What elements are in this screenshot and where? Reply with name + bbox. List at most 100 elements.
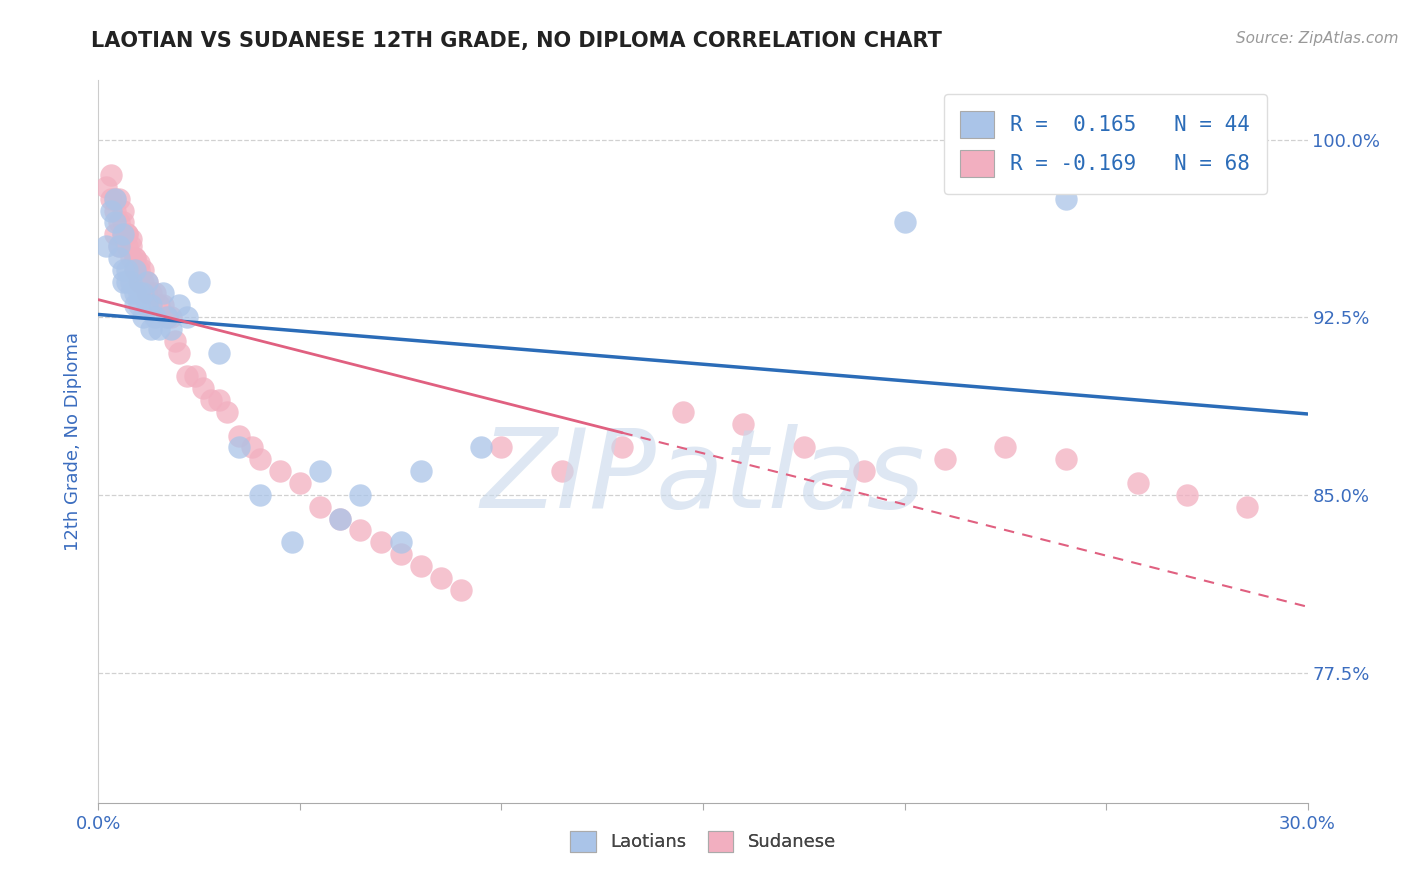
- Point: [208, 345, 231, 359]
- Point: [309, 464, 332, 478]
- Point: [409, 464, 432, 478]
- Point: [135, 275, 157, 289]
- Point: [893, 215, 915, 229]
- Point: [160, 322, 183, 336]
- Point: [111, 275, 134, 289]
- Point: [672, 405, 695, 419]
- Point: [329, 511, 352, 525]
- Point: [124, 251, 146, 265]
- Point: [349, 524, 371, 538]
- Point: [370, 535, 392, 549]
- Point: [1175, 488, 1198, 502]
- Point: [120, 286, 142, 301]
- Point: [124, 262, 146, 277]
- Point: [148, 322, 170, 336]
- Point: [152, 298, 174, 312]
- Point: [132, 262, 155, 277]
- Point: [115, 227, 138, 242]
- Point: [470, 441, 492, 455]
- Point: [249, 452, 271, 467]
- Point: [111, 262, 134, 277]
- Point: [111, 227, 134, 242]
- Point: [1236, 500, 1258, 514]
- Point: [156, 310, 179, 325]
- Point: [124, 251, 146, 265]
- Text: Source: ZipAtlas.com: Source: ZipAtlas.com: [1236, 31, 1399, 46]
- Point: [329, 511, 352, 525]
- Point: [160, 310, 183, 325]
- Point: [143, 310, 166, 325]
- Point: [269, 464, 291, 478]
- Point: [176, 310, 198, 325]
- Point: [184, 369, 207, 384]
- Point: [409, 558, 432, 573]
- Point: [228, 428, 250, 442]
- Point: [103, 192, 125, 206]
- Point: [132, 275, 155, 289]
- Point: [135, 275, 157, 289]
- Point: [103, 192, 125, 206]
- Point: [240, 441, 263, 455]
- Point: [96, 180, 118, 194]
- Point: [120, 232, 142, 246]
- Point: [733, 417, 755, 431]
- Point: [115, 275, 138, 289]
- Point: [156, 310, 179, 325]
- Point: [107, 215, 129, 229]
- Point: [103, 215, 125, 229]
- Point: [188, 275, 211, 289]
- Point: [115, 239, 138, 253]
- Point: [111, 203, 134, 218]
- Point: [115, 227, 138, 242]
- Point: [934, 452, 956, 467]
- Point: [128, 262, 150, 277]
- Point: [200, 393, 222, 408]
- Point: [430, 571, 453, 585]
- Point: [128, 298, 150, 312]
- Point: [193, 381, 215, 395]
- Point: [100, 168, 122, 182]
- Point: [128, 255, 150, 269]
- Point: [139, 322, 162, 336]
- Point: [107, 239, 129, 253]
- Point: [100, 203, 122, 218]
- Point: [96, 239, 118, 253]
- Point: [612, 441, 634, 455]
- Y-axis label: 12th Grade, No Diploma: 12th Grade, No Diploma: [63, 332, 82, 551]
- Point: [115, 262, 138, 277]
- Point: [853, 464, 876, 478]
- Point: [491, 441, 513, 455]
- Point: [103, 227, 125, 242]
- Point: [163, 334, 186, 348]
- Point: [1054, 192, 1077, 206]
- Point: [124, 262, 146, 277]
- Point: [217, 405, 239, 419]
- Point: [135, 298, 157, 312]
- Point: [249, 488, 271, 502]
- Point: [139, 298, 162, 312]
- Point: [389, 547, 412, 561]
- Point: [349, 488, 371, 502]
- Point: [120, 275, 142, 289]
- Point: [124, 298, 146, 312]
- Point: [128, 286, 150, 301]
- Point: [176, 369, 198, 384]
- Point: [111, 215, 134, 229]
- Point: [793, 441, 815, 455]
- Point: [120, 239, 142, 253]
- Text: ZIPatlas: ZIPatlas: [481, 425, 925, 531]
- Point: [288, 475, 311, 490]
- Point: [132, 286, 155, 301]
- Point: [139, 286, 162, 301]
- Point: [132, 310, 155, 325]
- Point: [1128, 475, 1150, 490]
- Point: [167, 298, 190, 312]
- Point: [111, 227, 134, 242]
- Point: [208, 393, 231, 408]
- Point: [228, 441, 250, 455]
- Text: LAOTIAN VS SUDANESE 12TH GRADE, NO DIPLOMA CORRELATION CHART: LAOTIAN VS SUDANESE 12TH GRADE, NO DIPLO…: [91, 31, 942, 51]
- Point: [107, 192, 129, 206]
- Point: [107, 251, 129, 265]
- Point: [551, 464, 574, 478]
- Point: [167, 345, 190, 359]
